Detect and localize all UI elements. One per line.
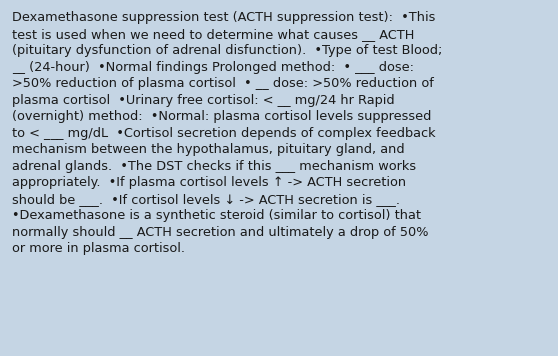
Text: Dexamethasone suppression test (ACTH suppression test):  •This
test is used when: Dexamethasone suppression test (ACTH sup… — [12, 11, 442, 255]
